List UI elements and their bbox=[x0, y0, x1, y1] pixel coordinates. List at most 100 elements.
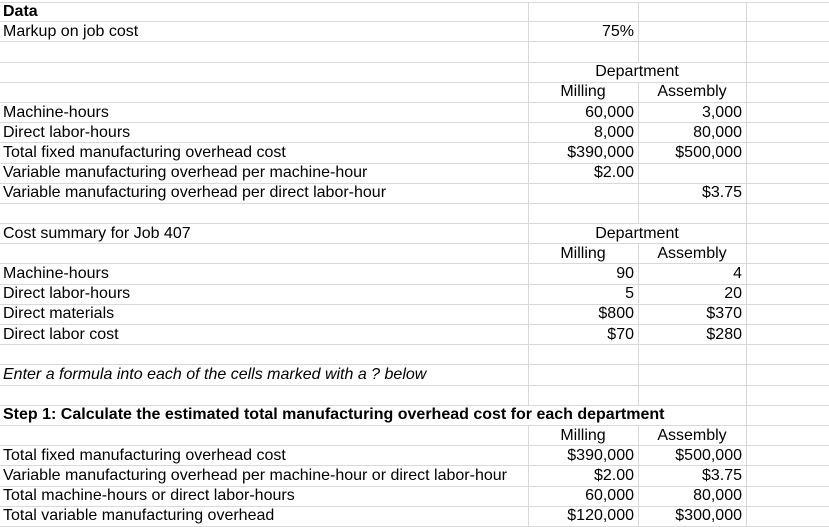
cell-milling-value[interactable]: 60,000 bbox=[529, 486, 639, 507]
cell-milling-header[interactable]: Milling bbox=[529, 244, 639, 265]
cell-assembly-value[interactable]: $300,000 bbox=[639, 506, 747, 527]
cell-empty[interactable] bbox=[747, 507, 829, 527]
cell-empty[interactable] bbox=[747, 244, 829, 265]
cell-empty[interactable] bbox=[639, 385, 747, 406]
cell-empty[interactable] bbox=[639, 203, 747, 225]
cell-empty[interactable] bbox=[639, 365, 747, 386]
cell-milling-value[interactable] bbox=[529, 183, 639, 204]
cell-row-label[interactable]: Direct labor-hours bbox=[0, 284, 529, 305]
cell-empty[interactable] bbox=[747, 42, 829, 63]
cell-row-label[interactable]: Variable manufacturing overhead per mach… bbox=[0, 163, 529, 184]
cell-empty[interactable] bbox=[639, 2, 747, 23]
cell-empty[interactable] bbox=[747, 345, 829, 366]
cell-empty[interactable] bbox=[747, 184, 829, 204]
cell-milling-value[interactable]: $390,000 bbox=[529, 143, 639, 164]
cell-assembly-value[interactable]: 80,000 bbox=[639, 123, 747, 144]
cell-empty[interactable] bbox=[747, 285, 829, 305]
cell-assembly-value[interactable]: $500,000 bbox=[639, 143, 747, 164]
cell-assembly-value[interactable]: 20 bbox=[639, 284, 747, 305]
cell-assembly-header[interactable]: Assembly bbox=[639, 82, 747, 103]
cell-markup-label[interactable]: Markup on job cost bbox=[0, 22, 529, 43]
cell-empty[interactable] bbox=[529, 385, 639, 406]
cell-empty[interactable] bbox=[747, 446, 829, 467]
cell-empty[interactable] bbox=[747, 406, 829, 426]
cell-milling-value[interactable]: $2.00 bbox=[529, 466, 639, 487]
cell-assembly-header[interactable]: Assembly bbox=[639, 244, 747, 265]
cell-row-label[interactable]: Total variable manufacturing overhead bbox=[0, 506, 529, 527]
cell-empty[interactable] bbox=[747, 2, 829, 23]
cell-empty[interactable] bbox=[639, 42, 747, 63]
cell-empty[interactable] bbox=[747, 426, 829, 447]
cell-milling-value[interactable]: 90 bbox=[529, 264, 639, 285]
cell-data-title[interactable]: Data bbox=[0, 2, 529, 23]
cell-empty[interactable] bbox=[747, 123, 829, 144]
cell-empty[interactable] bbox=[747, 224, 829, 245]
cell-empty[interactable] bbox=[0, 425, 529, 447]
cell-department-header[interactable]: Department bbox=[529, 224, 747, 245]
cell-empty[interactable] bbox=[747, 264, 829, 285]
cell-assembly-value[interactable]: $370 bbox=[639, 304, 747, 325]
cell-empty[interactable] bbox=[0, 244, 529, 265]
cell-empty[interactable] bbox=[747, 487, 829, 507]
cell-empty[interactable] bbox=[747, 83, 829, 103]
cell-empty[interactable] bbox=[747, 63, 829, 83]
cell-row-label[interactable]: Machine-hours bbox=[0, 102, 529, 124]
cell-assembly-value[interactable]: 80,000 bbox=[639, 486, 747, 507]
cell-empty[interactable] bbox=[747, 386, 829, 406]
cell-assembly-value[interactable]: $280 bbox=[639, 325, 747, 346]
cell-milling-header[interactable]: Milling bbox=[529, 82, 639, 103]
cell-empty[interactable] bbox=[529, 203, 639, 225]
cell-step1-title[interactable]: Step 1: Calculate the estimated total ma… bbox=[0, 405, 747, 426]
cell-assembly-value[interactable]: $3.75 bbox=[639, 183, 747, 204]
cell-row-label[interactable]: Total fixed manufacturing overhead cost bbox=[0, 143, 529, 164]
cell-empty[interactable] bbox=[747, 143, 829, 164]
cell-empty[interactable] bbox=[0, 62, 529, 83]
cell-empty[interactable] bbox=[529, 42, 639, 63]
cell-assembly-value[interactable]: 4 bbox=[639, 264, 747, 285]
cell-milling-value[interactable]: 60,000 bbox=[529, 102, 639, 124]
cell-empty[interactable] bbox=[747, 466, 829, 487]
cell-empty[interactable] bbox=[529, 345, 639, 366]
cell-empty[interactable] bbox=[747, 204, 829, 225]
cell-empty[interactable] bbox=[639, 22, 747, 43]
cell-empty[interactable] bbox=[529, 365, 639, 386]
cell-department-header[interactable]: Department bbox=[529, 62, 747, 83]
cell-assembly-value[interactable] bbox=[639, 163, 747, 184]
cell-note[interactable]: Enter a formula into each of the cells m… bbox=[0, 365, 529, 386]
cell-milling-value[interactable]: $120,000 bbox=[529, 506, 639, 527]
cell-empty[interactable] bbox=[747, 365, 829, 386]
cell-empty[interactable] bbox=[747, 325, 829, 346]
cell-row-label[interactable]: Total machine-hours or direct labor-hour… bbox=[0, 486, 529, 507]
cell-assembly-value[interactable]: 3,000 bbox=[639, 102, 747, 124]
cell-milling-header[interactable]: Milling bbox=[529, 425, 639, 447]
cell-assembly-header[interactable]: Assembly bbox=[639, 425, 747, 447]
cell-row-label[interactable]: Machine-hours bbox=[0, 264, 529, 285]
cell-empty[interactable] bbox=[0, 203, 529, 225]
cell-markup-value[interactable]: 75% bbox=[529, 22, 639, 43]
cell-milling-value[interactable]: $2.00 bbox=[529, 163, 639, 184]
cell-empty[interactable] bbox=[0, 385, 529, 406]
cell-empty[interactable] bbox=[747, 305, 829, 325]
cell-milling-value[interactable]: 5 bbox=[529, 284, 639, 305]
cell-assembly-value[interactable]: $3.75 bbox=[639, 466, 747, 487]
cell-milling-value[interactable]: $390,000 bbox=[529, 446, 639, 467]
cell-row-label[interactable]: Total fixed manufacturing overhead cost bbox=[0, 446, 529, 467]
cell-milling-value[interactable]: $70 bbox=[529, 325, 639, 346]
cell-row-label[interactable]: Direct materials bbox=[0, 304, 529, 325]
cell-empty[interactable] bbox=[0, 345, 529, 366]
cell-empty[interactable] bbox=[0, 42, 529, 63]
cell-empty[interactable] bbox=[529, 2, 639, 23]
cell-milling-value[interactable]: $800 bbox=[529, 304, 639, 325]
cell-empty[interactable] bbox=[747, 22, 829, 43]
cell-row-label[interactable]: Variable manufacturing overhead per dire… bbox=[0, 183, 529, 204]
cell-empty[interactable] bbox=[639, 345, 747, 366]
cell-empty[interactable] bbox=[747, 164, 829, 184]
cell-row-label[interactable]: Direct labor-hours bbox=[0, 123, 529, 144]
cell-row-label[interactable]: Variable manufacturing overhead per mach… bbox=[0, 466, 529, 487]
cell-empty[interactable] bbox=[747, 103, 829, 124]
cell-assembly-value[interactable]: $500,000 bbox=[639, 446, 747, 467]
cell-job407-title[interactable]: Cost summary for Job 407 bbox=[0, 224, 529, 245]
cell-row-label[interactable]: Direct labor cost bbox=[0, 325, 529, 346]
cell-milling-value[interactable]: 8,000 bbox=[529, 123, 639, 144]
cell-empty[interactable] bbox=[0, 82, 529, 103]
